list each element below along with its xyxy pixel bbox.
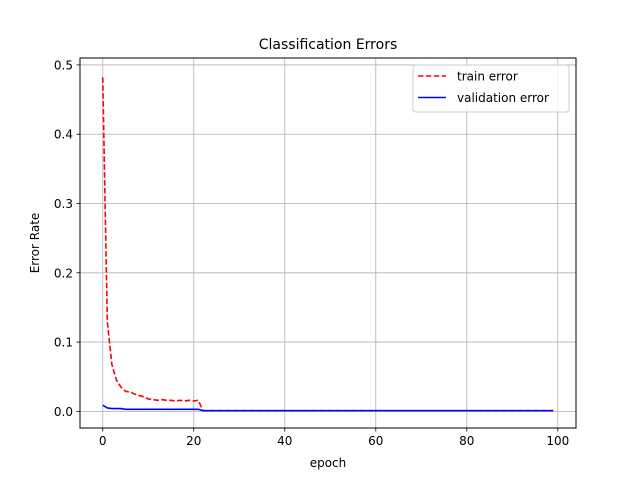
series-line-validation-error <box>102 404 554 412</box>
x-tick-label: 60 <box>368 434 383 448</box>
grid <box>80 58 576 428</box>
chart-title: Classification Errors <box>259 37 398 53</box>
x-tick-label: 80 <box>459 434 474 448</box>
x-tick-label: 100 <box>546 434 569 448</box>
y-tick-label: 0.3 <box>54 197 73 211</box>
legend-box <box>412 64 570 113</box>
y-tick-label: 0.1 <box>54 336 73 350</box>
ticks: 0 20 40 60 80 100 0.0 0.1 0.2 0.3 0.4 0.5 <box>54 58 569 448</box>
y-tick-label: 0.5 <box>54 58 73 72</box>
x-axis-label: epoch <box>310 456 347 470</box>
x-tick-label: 20 <box>186 434 201 448</box>
y-tick-label: 0.0 <box>54 405 73 419</box>
y-tick-label: 0.4 <box>54 128 73 142</box>
y-tick-label: 0.2 <box>54 266 73 280</box>
y-axis-label: Error Rate <box>28 213 42 274</box>
legend-label-train: train error <box>457 70 518 84</box>
legend-label-validation: validation error <box>457 91 549 105</box>
series-layer <box>101 77 554 412</box>
x-tick-label: 40 <box>277 434 292 448</box>
x-tick-label: 0 <box>99 434 107 448</box>
legend: train error validation error <box>412 64 570 113</box>
plot-frame <box>79 57 577 429</box>
